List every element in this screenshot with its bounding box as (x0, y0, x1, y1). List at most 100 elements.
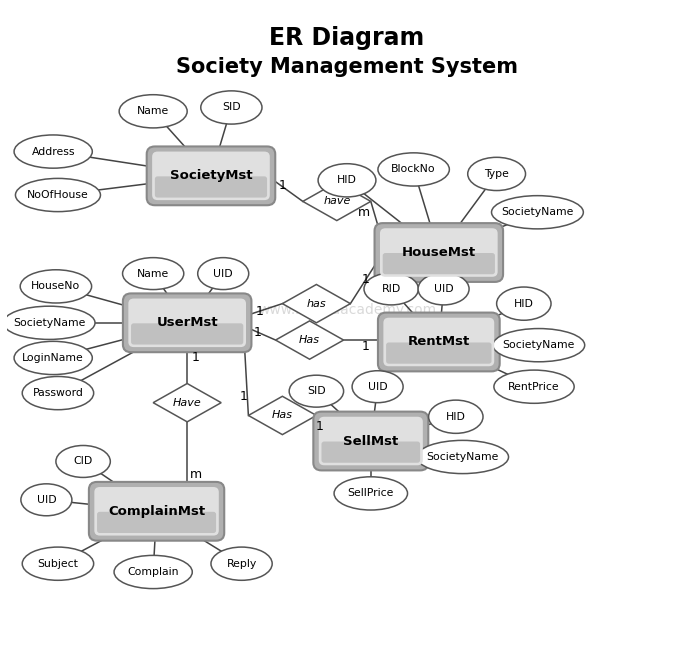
Text: m: m (190, 467, 202, 481)
Text: 1: 1 (278, 179, 287, 192)
Ellipse shape (334, 477, 407, 510)
Ellipse shape (123, 258, 184, 289)
Text: Have: Have (173, 398, 201, 408)
Text: ComplainMst: ComplainMst (108, 505, 205, 518)
FancyBboxPatch shape (378, 312, 500, 372)
Ellipse shape (211, 547, 272, 580)
Text: LoginName: LoginName (22, 353, 84, 363)
Text: www.meeraacademy.com: www.meeraacademy.com (258, 303, 436, 317)
Text: 1: 1 (192, 351, 200, 364)
Text: NoOfHouse: NoOfHouse (27, 190, 89, 200)
Polygon shape (282, 284, 350, 323)
Text: UID: UID (214, 269, 233, 278)
Text: SocietyName: SocietyName (426, 452, 499, 462)
Text: Has: Has (299, 335, 320, 345)
FancyBboxPatch shape (131, 323, 244, 344)
Text: Subject: Subject (37, 559, 78, 569)
Text: ER Diagram: ER Diagram (269, 27, 425, 50)
Text: have: have (323, 196, 350, 207)
Ellipse shape (352, 371, 403, 403)
Text: SID: SID (222, 102, 241, 113)
Ellipse shape (289, 375, 344, 407)
Ellipse shape (21, 484, 72, 516)
Text: 1: 1 (362, 340, 370, 353)
Polygon shape (303, 182, 371, 220)
FancyBboxPatch shape (94, 487, 219, 535)
FancyBboxPatch shape (155, 176, 267, 198)
Text: BlockNo: BlockNo (391, 164, 436, 175)
Text: 1: 1 (316, 421, 323, 434)
FancyBboxPatch shape (319, 417, 423, 466)
Text: UserMst: UserMst (156, 316, 218, 329)
Text: Complain: Complain (128, 567, 179, 577)
Text: Address: Address (31, 147, 75, 156)
Text: SID: SID (307, 386, 325, 396)
Text: has: has (307, 299, 326, 308)
FancyBboxPatch shape (152, 151, 270, 200)
Ellipse shape (416, 440, 509, 473)
Text: m: m (358, 206, 370, 219)
FancyBboxPatch shape (313, 411, 428, 470)
Ellipse shape (494, 370, 574, 404)
Text: RentPrice: RentPrice (508, 381, 560, 392)
Text: SellMst: SellMst (343, 434, 398, 447)
FancyBboxPatch shape (97, 512, 216, 533)
Ellipse shape (22, 376, 94, 409)
Text: RentMst: RentMst (407, 336, 470, 348)
FancyBboxPatch shape (128, 299, 246, 347)
Ellipse shape (3, 306, 95, 340)
Ellipse shape (468, 157, 525, 190)
Ellipse shape (14, 342, 92, 374)
Ellipse shape (15, 179, 101, 212)
Text: Has: Has (272, 411, 293, 421)
FancyBboxPatch shape (383, 318, 494, 366)
Text: UID: UID (368, 381, 387, 392)
Text: Reply: Reply (226, 559, 257, 569)
Ellipse shape (364, 273, 418, 305)
Ellipse shape (493, 329, 585, 362)
Ellipse shape (56, 445, 110, 477)
FancyBboxPatch shape (380, 228, 498, 277)
Ellipse shape (429, 400, 483, 434)
Text: Password: Password (33, 388, 83, 398)
Text: Society Management System: Society Management System (176, 57, 518, 77)
Ellipse shape (22, 547, 94, 580)
Ellipse shape (491, 196, 584, 229)
Text: CID: CID (74, 456, 93, 466)
Text: 1: 1 (253, 326, 261, 339)
Ellipse shape (20, 270, 92, 303)
Text: RID: RID (382, 284, 401, 294)
Text: UID: UID (434, 284, 453, 294)
Ellipse shape (318, 164, 376, 197)
Text: SocietyName: SocietyName (502, 340, 575, 350)
Text: Type: Type (484, 169, 509, 179)
Text: 1: 1 (239, 390, 248, 403)
Text: HouseMst: HouseMst (402, 246, 476, 259)
FancyBboxPatch shape (375, 223, 503, 282)
Polygon shape (276, 321, 344, 359)
Polygon shape (153, 383, 221, 422)
Text: Name: Name (137, 106, 169, 116)
Ellipse shape (497, 287, 551, 320)
Text: SellPrice: SellPrice (348, 488, 394, 498)
Text: HID: HID (446, 411, 466, 422)
Ellipse shape (378, 153, 449, 186)
Text: HouseNo: HouseNo (31, 282, 81, 291)
Text: UID: UID (37, 495, 56, 505)
Text: 1: 1 (362, 273, 370, 286)
Text: HID: HID (514, 299, 534, 308)
Text: HID: HID (337, 175, 357, 185)
Ellipse shape (198, 258, 248, 289)
FancyBboxPatch shape (321, 441, 420, 463)
Text: SocietyName: SocietyName (501, 207, 574, 217)
Ellipse shape (114, 556, 192, 589)
Ellipse shape (119, 95, 187, 128)
FancyBboxPatch shape (146, 147, 276, 205)
Ellipse shape (418, 273, 469, 305)
Polygon shape (248, 396, 316, 435)
FancyBboxPatch shape (123, 293, 251, 352)
Text: Name: Name (137, 269, 169, 278)
Text: SocietyMst: SocietyMst (169, 170, 253, 183)
Ellipse shape (14, 135, 92, 168)
FancyBboxPatch shape (382, 253, 495, 274)
